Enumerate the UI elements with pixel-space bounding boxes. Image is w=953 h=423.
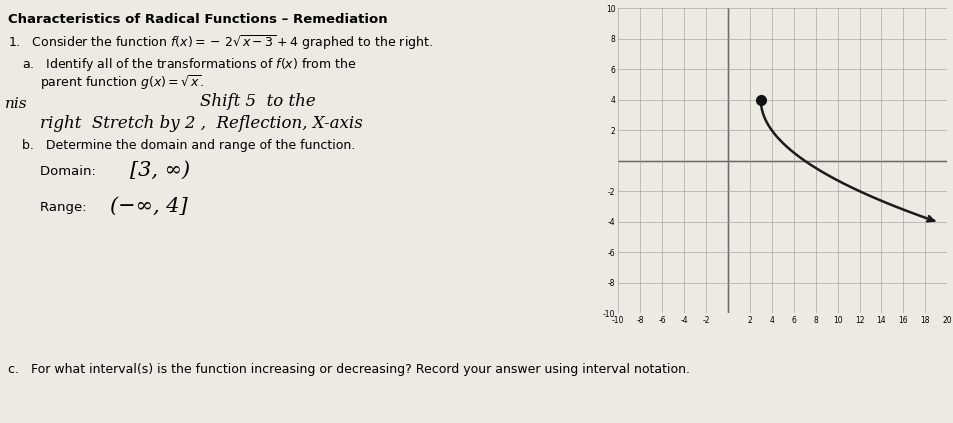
Text: nis: nis	[5, 97, 28, 111]
Text: Range:: Range:	[40, 201, 95, 214]
Text: Domain:: Domain:	[40, 165, 104, 178]
Text: c.   For what interval(s) is the function increasing or decreasing? Record your : c. For what interval(s) is the function …	[8, 363, 689, 376]
Text: a.   Identify all of the transformations of $f(x)$ from the: a. Identify all of the transformations o…	[22, 56, 356, 73]
Text: 1.   Consider the function $f(x) =-\, 2\sqrt{x-3}+4$ graphed to the right.: 1. Consider the function $f(x) =-\, 2\sq…	[8, 33, 433, 52]
Text: b.   Determine the domain and range of the function.: b. Determine the domain and range of the…	[22, 139, 355, 152]
Text: right  Stretch by 2 ,  Reflection, X-axis: right Stretch by 2 , Reflection, X-axis	[40, 115, 362, 132]
Text: parent function $g(x) = \sqrt{x}.$: parent function $g(x) = \sqrt{x}.$	[40, 73, 204, 92]
Text: [3, ∞): [3, ∞)	[130, 161, 190, 180]
Text: Characteristics of Radical Functions – Remediation: Characteristics of Radical Functions – R…	[8, 13, 387, 26]
Text: (−∞, 4]: (−∞, 4]	[110, 197, 188, 216]
Text: Shift 5  to the: Shift 5 to the	[200, 93, 315, 110]
